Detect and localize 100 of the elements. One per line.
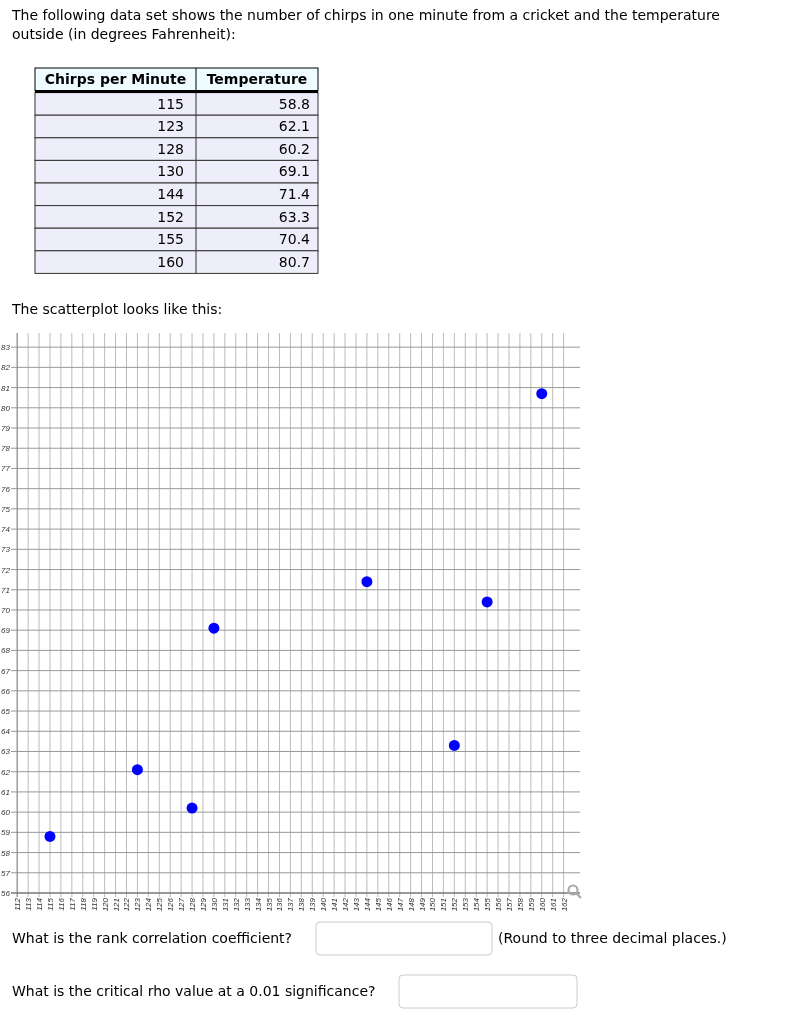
x-tick-label: 124 <box>144 897 154 912</box>
x-tick-label: 119 <box>89 897 99 911</box>
text: 69.1 <box>278 163 310 180</box>
text: Temperature <box>206 71 308 87</box>
text: 58.8 <box>278 95 310 112</box>
x-tick-label: 128 <box>188 897 198 912</box>
x-tick-label: 120 <box>100 897 110 912</box>
point <box>186 802 198 814</box>
y-tick-label: 58 <box>1 848 11 858</box>
x-tick-label: 151 <box>439 898 449 912</box>
text: 128 <box>157 140 184 157</box>
y-tick-label: 78 <box>1 444 11 454</box>
x-tick-label: 129 <box>198 897 208 912</box>
y-tick-label: 83 <box>1 343 11 353</box>
y-tick-label: 68 <box>1 646 11 656</box>
y-tick-label: 72 <box>1 565 11 575</box>
x-tick-label: 136 <box>275 897 285 912</box>
x-tick-label: 115 <box>45 897 55 911</box>
x-tick-label: 146 <box>384 897 394 912</box>
y-tick-label: 64 <box>1 727 11 737</box>
x-tick-label: 154 <box>472 897 482 912</box>
text: 80.7 <box>278 253 310 270</box>
point <box>208 622 220 634</box>
text: 123 <box>157 118 184 135</box>
x-tick-label: 142 <box>341 897 351 912</box>
point <box>481 596 493 608</box>
text: 144 <box>157 186 185 202</box>
y-tick-label: 79 <box>1 424 11 434</box>
y-tick-label: 74 <box>1 525 11 535</box>
y-tick-label: 69 <box>1 626 11 636</box>
y-tick-label: 82 <box>1 363 11 373</box>
text: 60.2 <box>278 140 310 157</box>
x-tick-label: 133 <box>242 897 252 912</box>
x-tick-label: 158 <box>515 897 525 912</box>
x-tick-label: 161 <box>548 898 558 912</box>
text: Chirps per Minute <box>44 71 187 87</box>
x-tick-label: 157 <box>504 897 514 912</box>
x-tick-label: 160 <box>537 897 547 912</box>
x-tick-label: 121 <box>111 898 121 912</box>
y-tick-label: 71 <box>1 585 10 595</box>
y-tick-label: 75 <box>1 504 11 514</box>
x-tick-label: 162 <box>559 897 569 912</box>
x-tick-label: 127 <box>177 897 187 912</box>
text: 155 <box>157 231 184 248</box>
text: 160 <box>157 253 184 270</box>
x-tick-label: 123 <box>133 897 143 912</box>
x-tick-label: 159 <box>526 897 536 912</box>
y-tick-label: 56 <box>1 889 11 898</box>
x-tick-label: 139 <box>308 897 318 912</box>
y-tick-label: 59 <box>1 828 11 838</box>
y-tick-label: 57 <box>1 868 11 878</box>
text: The following data set shows the number of chirps in one minute from a cricket and the temperature outside (in degrees Fahrenheit): <box>11 7 720 42</box>
x-tick-label: 132 <box>231 897 241 912</box>
x-tick-label: 153 <box>461 897 471 912</box>
text: 152 <box>157 208 184 225</box>
x-tick-label: 131 <box>220 898 230 912</box>
text: What is the critical rho value at a 0.01 significance? <box>12 983 376 999</box>
point <box>44 830 56 842</box>
x-tick-label: 134 <box>253 897 263 912</box>
y-tick-label: 73 <box>1 545 11 555</box>
x-tick-label: 138 <box>297 897 307 912</box>
x-tick-label: 112 <box>13 897 23 911</box>
text: 130 <box>157 163 184 180</box>
y-tick-label: 66 <box>1 686 11 696</box>
x-tick-label: 113 <box>24 897 34 911</box>
point <box>448 739 460 751</box>
text: 115 <box>157 95 184 112</box>
point <box>131 764 143 776</box>
y-tick-label: 62 <box>1 767 11 777</box>
chart-title: The scatterplot looks like this: <box>11 301 223 317</box>
x-tick-label: 135 <box>264 897 274 912</box>
y-tick-label: 80 <box>1 403 11 413</box>
y-tick-label: 60 <box>1 808 11 818</box>
y-tick-label: 81 <box>1 383 10 393</box>
y-tick-label: 63 <box>1 747 11 757</box>
y-tick-label: 65 <box>1 707 11 717</box>
text: 63.3 <box>278 208 310 225</box>
x-tick-label: 150 <box>428 897 438 912</box>
x-tick-label: 156 <box>494 897 504 912</box>
x-tick-label: 143 <box>351 897 361 912</box>
text: What is the rank correlation coefficient? <box>12 930 293 946</box>
y-tick-label: 76 <box>1 484 11 494</box>
text: 71.4 <box>278 186 311 202</box>
y-tick-label: 70 <box>1 605 11 615</box>
x-tick-label: 118 <box>78 897 88 911</box>
x-tick-label: 140 <box>319 897 329 912</box>
x-tick-label: 137 <box>286 897 296 912</box>
text: (Round to three decimal places.) <box>498 930 727 946</box>
x-tick-label: 116 <box>56 897 66 911</box>
point <box>361 576 373 588</box>
text: 70.4 <box>278 231 311 248</box>
x-tick-label: 149 <box>417 897 427 912</box>
x-tick-label: 125 <box>155 897 165 912</box>
y-tick-label: 61 <box>1 787 10 797</box>
x-tick-label: 152 <box>450 897 460 912</box>
x-tick-label: 144 <box>362 897 372 912</box>
x-tick-label: 130 <box>209 897 219 912</box>
y-tick-label: 67 <box>1 666 11 676</box>
x-tick-label: 147 <box>395 897 405 912</box>
x-tick-label: 141 <box>330 898 340 912</box>
